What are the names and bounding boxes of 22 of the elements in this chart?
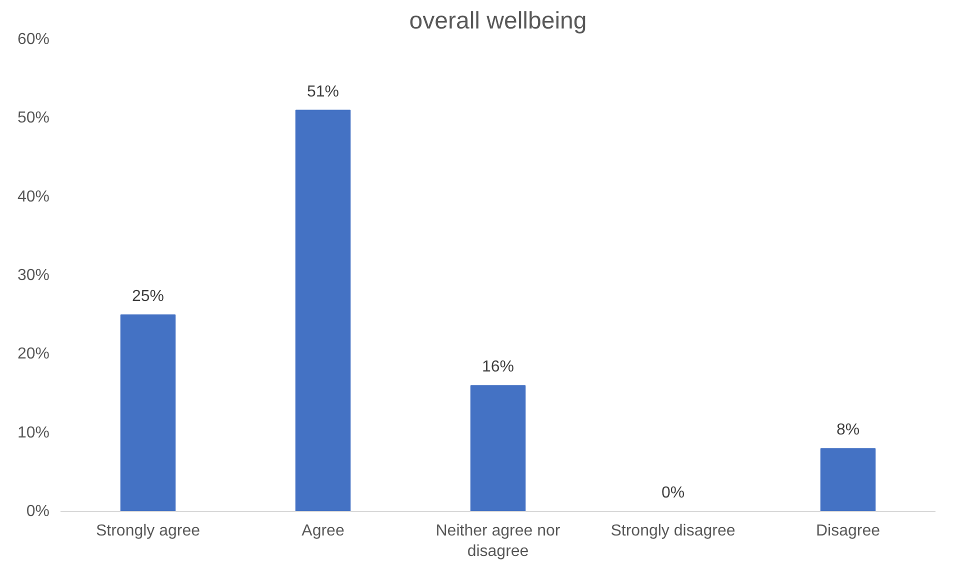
- x-tick-label: Strongly disagree: [610, 522, 736, 540]
- data-label: 8%: [836, 422, 860, 439]
- data-label: 0%: [661, 484, 685, 502]
- y-tick-label: 50%: [17, 110, 50, 127]
- y-tick-label: 60%: [17, 31, 50, 48]
- bar: [470, 385, 526, 512]
- x-tick-label: Strongly agree: [96, 522, 200, 540]
- bar: [820, 448, 876, 512]
- bar: [120, 314, 176, 512]
- x-tick-label: Disagree: [816, 522, 880, 540]
- x-tick-label: Agree: [302, 522, 344, 540]
- data-label: 25%: [132, 288, 164, 305]
- data-label: 16%: [482, 358, 514, 376]
- data-label: 51%: [306, 83, 340, 100]
- x-tick-label: Neither agree nor disagree: [436, 522, 561, 560]
- y-tick-label: 20%: [17, 346, 50, 363]
- chart-title: overall wellbeing: [409, 8, 587, 34]
- y-tick-label: 0%: [26, 503, 50, 520]
- y-tick-label: 30%: [17, 267, 50, 284]
- y-tick-label: 10%: [17, 424, 50, 442]
- bar: [295, 110, 351, 512]
- y-tick-label: 40%: [17, 188, 50, 206]
